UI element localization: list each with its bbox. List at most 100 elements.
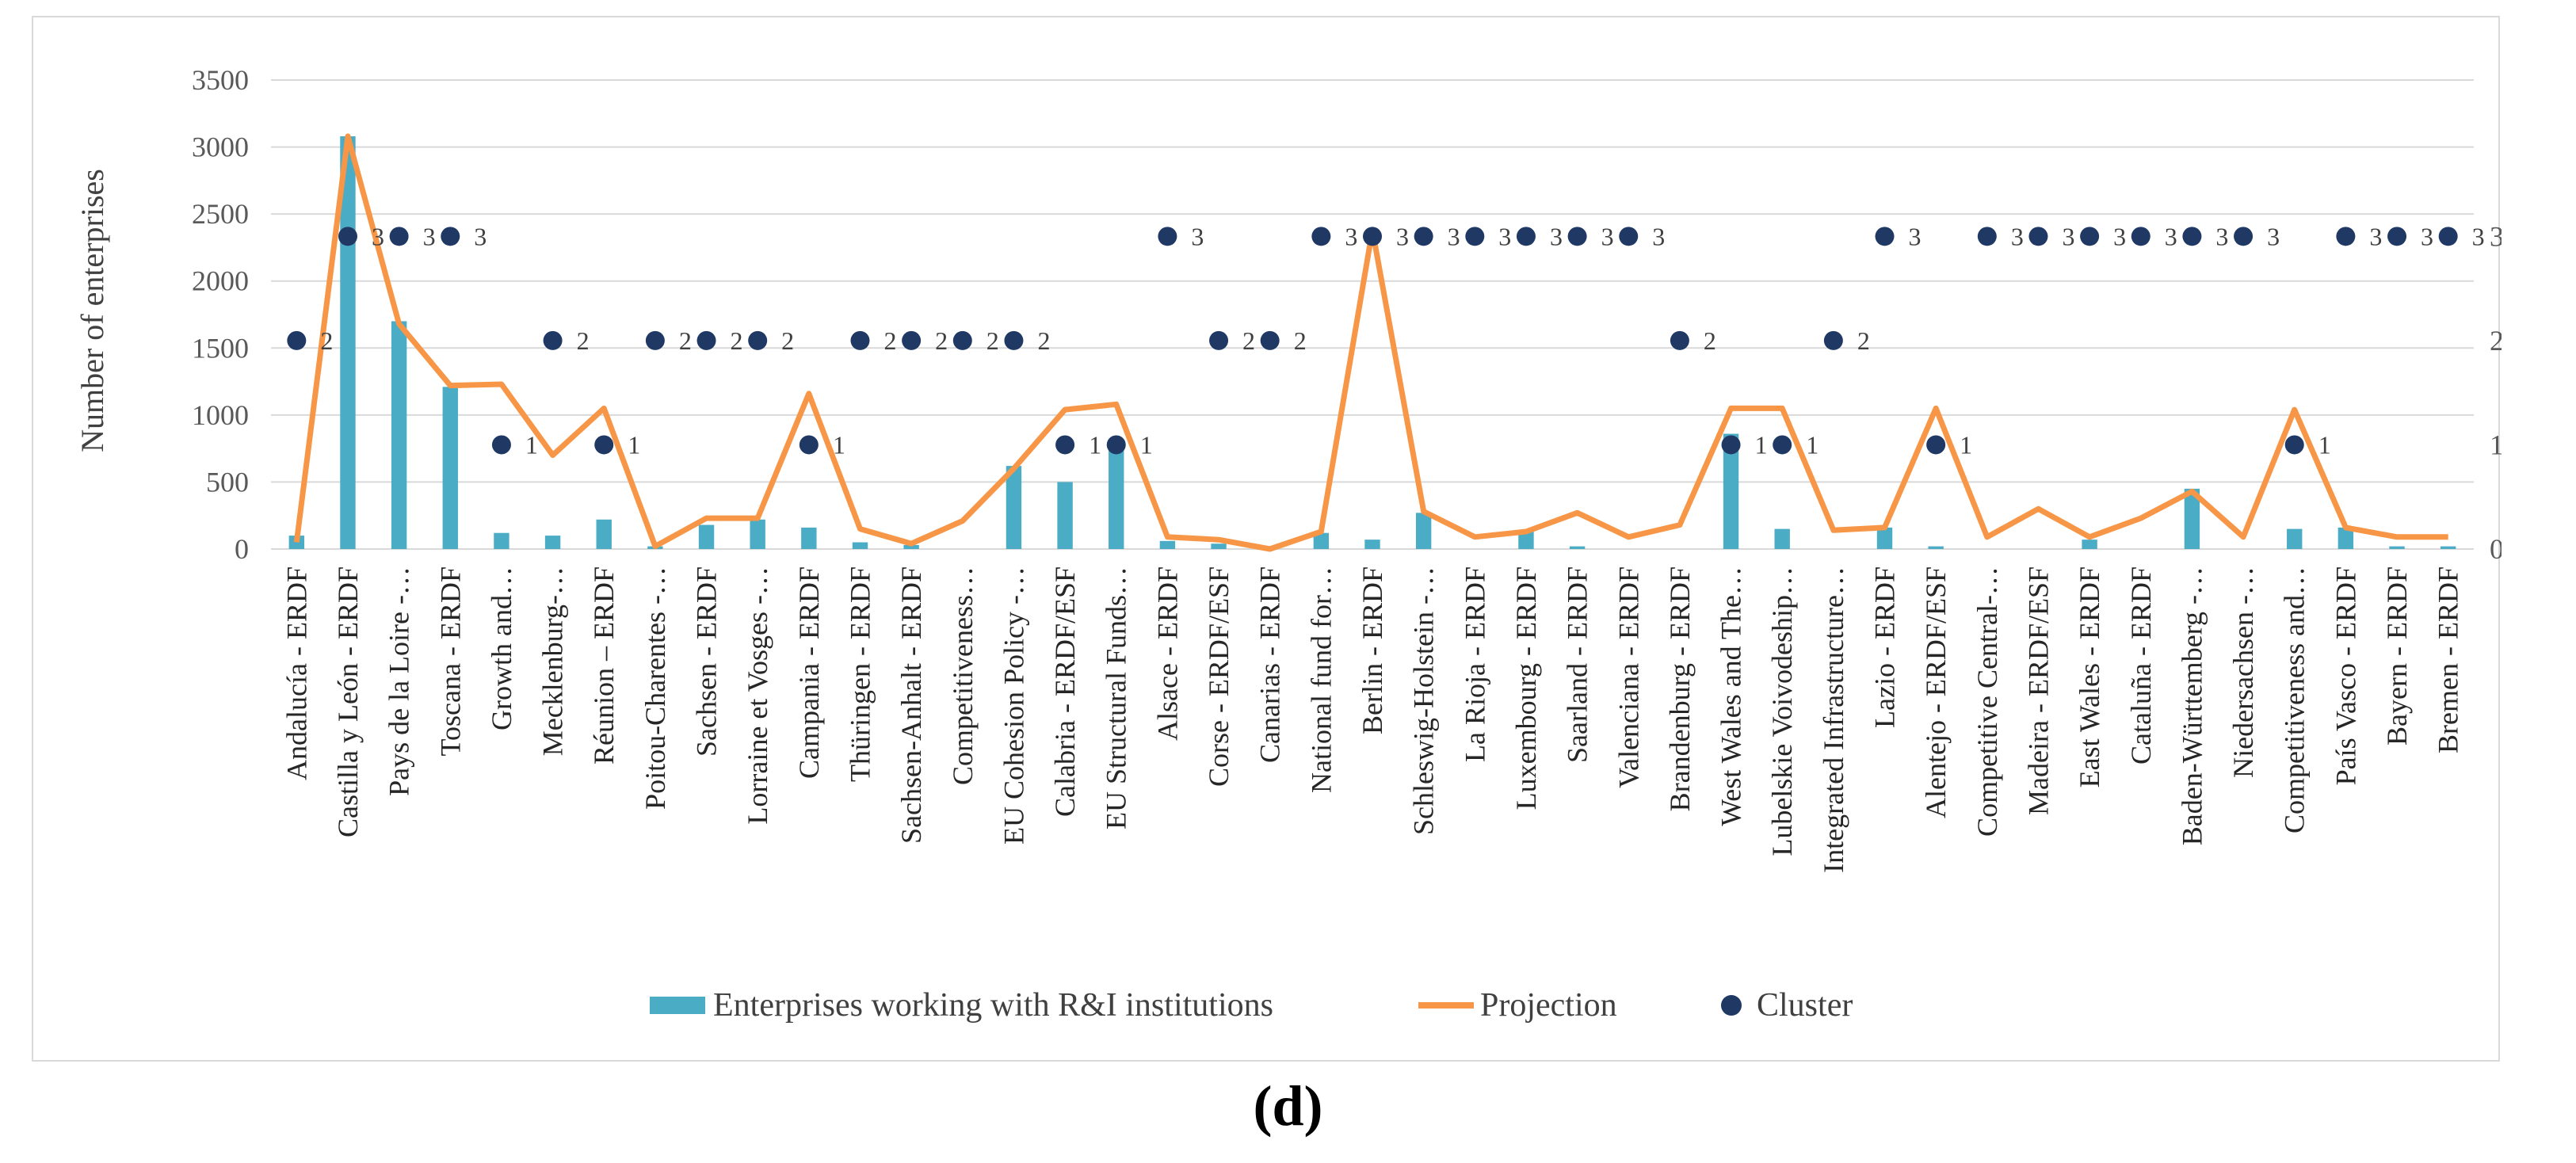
cluster-point xyxy=(1363,227,1382,246)
cluster-data-label: 2 xyxy=(987,326,999,355)
cluster-data-label: 1 xyxy=(525,430,538,459)
category-label: Sachsen - ERDF xyxy=(691,566,723,757)
bar xyxy=(1876,527,1893,549)
cluster-data-label: 3 xyxy=(1396,222,1409,250)
cluster-data-label: 3 xyxy=(1909,222,1922,250)
cluster-data-label: 2 xyxy=(1037,326,1050,355)
y-axis-ticks: 0 500 1000 1500 2000 2500 3000 3500 xyxy=(192,64,249,565)
category-label: Madeira - ERDF/ESF xyxy=(2023,566,2055,815)
cluster-point xyxy=(441,227,460,246)
cluster-point xyxy=(1823,330,1843,350)
category-label: Berlin - ERDF xyxy=(1357,566,1388,734)
category-label: Lorraine et Vosges -… xyxy=(742,566,773,825)
category-label: Toscana - ERDF xyxy=(434,566,466,756)
cluster-data-label: 3 xyxy=(1652,222,1665,250)
cluster-data-label: 3 xyxy=(1191,222,1204,250)
category-label: Schleswig-Holstein -… xyxy=(1408,566,1440,835)
cluster-data-label: 2 xyxy=(577,326,590,355)
bar xyxy=(1415,513,1432,549)
y-tick-label: 2500 xyxy=(192,198,249,230)
cluster-point xyxy=(2234,227,2254,246)
cluster-data-label: 2 xyxy=(1294,326,1307,355)
category-label: Mecklenburg-… xyxy=(537,566,569,756)
cluster-point xyxy=(338,227,357,246)
bar xyxy=(1313,532,1330,549)
cluster-point xyxy=(1619,227,1639,246)
cluster-point xyxy=(952,330,972,350)
bar xyxy=(1109,444,1124,549)
bar xyxy=(1159,540,1176,549)
category-label: Calabria - ERDF/ESF xyxy=(1049,566,1081,817)
category-label: Bremen - ERDF xyxy=(2433,566,2464,753)
legend-cluster-marker xyxy=(1721,995,1742,1016)
legend-cluster-label: Cluster xyxy=(1757,987,1853,1024)
cluster-point xyxy=(389,227,409,246)
category-label: Competitive Central-… xyxy=(1971,566,2003,837)
y-tick-label: 3500 xyxy=(192,64,249,96)
bar xyxy=(1006,466,1022,549)
cluster-data-label: 1 xyxy=(1140,430,1153,459)
category-label: Lazio - ERDF xyxy=(1869,566,1901,728)
cluster-data-label: 1 xyxy=(833,430,845,459)
bar xyxy=(2337,527,2354,549)
category-label: País Vasco - ERDF xyxy=(2330,566,2361,785)
cluster-point xyxy=(799,435,819,455)
y-tick-label: 0 xyxy=(235,533,249,565)
cluster-point xyxy=(1004,330,1024,350)
category-label: La Rioja - ERDF xyxy=(1459,566,1490,762)
cluster-point xyxy=(1773,435,1792,455)
category-label: East Wales - ERDF xyxy=(2074,566,2105,787)
bar xyxy=(596,519,612,549)
category-label: Brandenburg - ERDF xyxy=(1664,566,1696,811)
bar xyxy=(1928,546,1944,549)
cluster-point xyxy=(2284,435,2304,455)
cluster-data-label: 3 xyxy=(1601,222,1614,250)
bar xyxy=(852,542,868,549)
cluster-point xyxy=(1516,227,1536,246)
cluster-data-label: 3 xyxy=(1498,222,1511,250)
category-label: Castilla y León - ERDF xyxy=(332,566,364,837)
cluster-point xyxy=(1875,227,1895,246)
category-label: EU Structural Funds… xyxy=(1101,566,1132,829)
cluster-data-label: 2 xyxy=(935,326,948,355)
gridlines xyxy=(271,79,2474,550)
cluster-data-label: 3 xyxy=(2267,222,2280,250)
cluster-point xyxy=(1414,227,1433,246)
category-label: Saarland - ERDF xyxy=(1562,566,1593,763)
category-label: Lubelskie Voivodeship… xyxy=(1766,566,1798,856)
bar-series xyxy=(288,136,2456,550)
category-label: Canarias - ERDF xyxy=(1254,566,1286,763)
cluster-point xyxy=(594,435,614,455)
category-label: Integrated Infrastructure… xyxy=(1818,566,1849,873)
cluster-point xyxy=(1926,435,1946,455)
bar xyxy=(544,536,561,549)
cluster-point xyxy=(2182,227,2202,246)
category-label: Growth and… xyxy=(486,566,517,730)
category-label: Alentejo - ERDF/ESF xyxy=(1920,566,1952,818)
panel-label: (d) xyxy=(1253,1074,1323,1138)
cluster-data-label: 3 xyxy=(1345,222,1357,250)
cluster-data-label: 1 xyxy=(1806,430,1818,459)
cluster-point xyxy=(1158,227,1177,246)
category-label: Cataluña - ERDF xyxy=(2125,566,2157,765)
category-label: Sachsen-Anhalt - ERDF xyxy=(895,566,927,844)
category-label: Corse - ERDF/ESF xyxy=(1203,566,1235,787)
legend-projection-label: Projection xyxy=(1480,987,1617,1024)
cluster-data-label: 3 xyxy=(1448,222,1460,250)
cluster-point xyxy=(902,330,922,350)
cluster-data-label: 2 xyxy=(679,326,692,355)
cluster-point xyxy=(1260,330,1280,350)
cluster-point xyxy=(543,330,563,350)
bar xyxy=(1723,433,1739,549)
cluster-point xyxy=(696,330,716,350)
bar xyxy=(2082,540,2097,549)
category-label: Thüringen - ERDF xyxy=(845,566,876,782)
cluster-data-label: 2 xyxy=(1704,326,1716,355)
bar xyxy=(1569,546,1586,549)
cluster-data-label: 3 xyxy=(2011,222,2024,250)
cluster-point xyxy=(2028,227,2048,246)
cluster-point xyxy=(1209,330,1229,350)
cluster-data-label: 3 xyxy=(2369,222,2382,250)
